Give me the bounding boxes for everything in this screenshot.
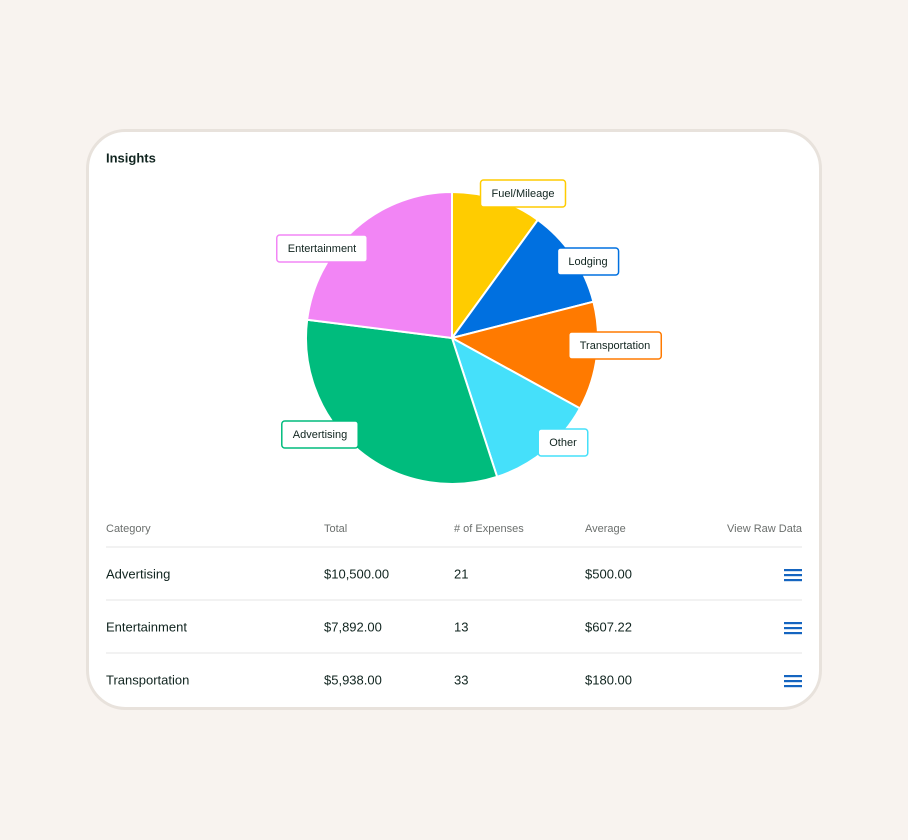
slice-label-box: [479, 179, 567, 208]
slice-label: Lodging: [568, 256, 607, 268]
table-cell: $180.00: [585, 672, 632, 687]
menu-icon-bar: [784, 622, 802, 625]
slice-label-box: [281, 420, 359, 449]
table-cell: 21: [454, 566, 468, 581]
slice-label: Other: [549, 437, 577, 449]
table-cell: $7,892.00: [324, 619, 382, 634]
column-header: # of Expenses: [454, 523, 524, 535]
menu-icon-bar: [784, 569, 802, 572]
menu-icon-bar: [784, 632, 802, 635]
table-cell: Entertainment: [106, 619, 187, 634]
slice-label-box: [276, 234, 368, 263]
menu-icon-bar: [784, 627, 802, 630]
table-cell: 33: [454, 672, 468, 687]
menu-icon-bar: [784, 685, 802, 688]
menu-icon-bar: [784, 574, 802, 577]
slice-label: Fuel/Mileage: [492, 188, 555, 200]
pie-slice: [306, 190, 453, 340]
column-header: Category: [106, 523, 151, 535]
slice-label: Transportation: [580, 340, 651, 352]
slice-label-box: [556, 247, 620, 276]
menu-icon-bar: [784, 680, 802, 683]
table-cell: 13: [454, 619, 468, 634]
view-raw-data-button[interactable]: [780, 565, 806, 585]
slice-label-box: [537, 428, 589, 457]
table-cell: Advertising: [106, 566, 170, 581]
column-header: Average: [585, 523, 626, 535]
menu-icon-bar: [784, 579, 802, 582]
table-cell: $5,938.00: [324, 672, 382, 687]
menu-icon-bar: [784, 675, 802, 678]
view-raw-data-button[interactable]: [780, 618, 806, 638]
column-header: Total: [324, 523, 347, 535]
view-raw-data-button[interactable]: [780, 671, 806, 691]
card-title: Insights: [106, 150, 156, 165]
slice-label: Entertainment: [288, 243, 356, 255]
table-cell: $607.22: [585, 619, 632, 634]
table-cell: Transportation: [106, 672, 189, 687]
slice-label-box: [567, 331, 663, 360]
table-cell: $10,500.00: [324, 566, 389, 581]
column-header: View Raw Data: [727, 523, 803, 535]
table-cell: $500.00: [585, 566, 632, 581]
slice-label: Advertising: [293, 429, 347, 441]
